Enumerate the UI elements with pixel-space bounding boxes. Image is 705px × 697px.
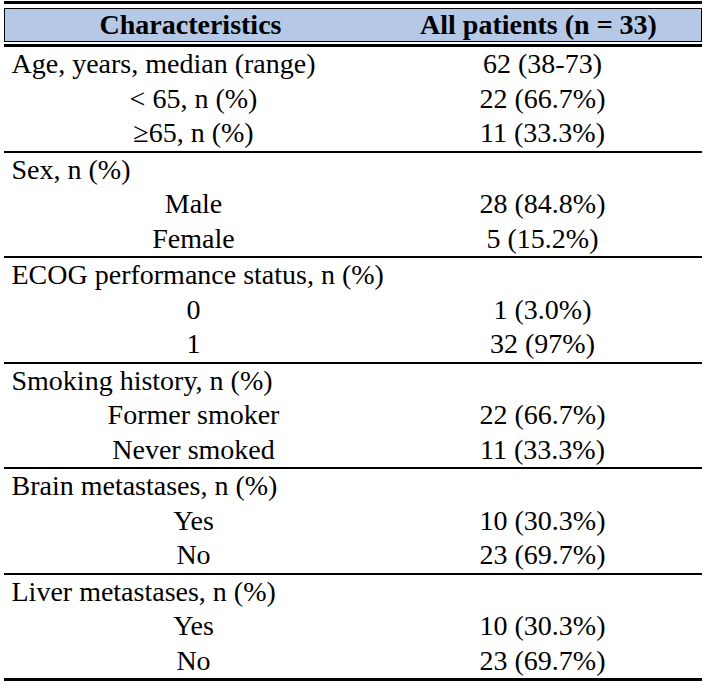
- column-header-characteristics: Characteristics: [5, 9, 377, 41]
- row-label: Former smoker: [4, 398, 384, 433]
- row-value: 28 (84.8%): [384, 187, 702, 222]
- row-label: Never smoked: [4, 433, 384, 469]
- patient-characteristics-table: Characteristics All patients (n = 33) Ag…: [4, 0, 702, 681]
- section-brain-metastases: Brain metastases, n (%)Yes10 (30.3%)No23…: [4, 468, 702, 574]
- table-row: Male28 (84.8%): [4, 187, 702, 222]
- table-row: No23 (69.7%): [4, 644, 702, 680]
- row-label: No: [4, 538, 384, 574]
- table-row: ≥65, n (%)11 (33.3%): [4, 116, 702, 152]
- row-value: 62 (38-73): [384, 47, 702, 82]
- row-value: [384, 468, 702, 504]
- section-header-row: Brain metastases, n (%): [4, 468, 702, 504]
- section-header-row: Liver metastases, n (%): [4, 574, 702, 610]
- row-value: 10 (30.3%): [384, 609, 702, 644]
- row-label: 0: [4, 293, 384, 328]
- row-value: 32 (97%): [384, 327, 702, 363]
- row-label: Sex, n (%): [4, 152, 384, 188]
- section-header-row: Smoking history, n (%): [4, 363, 702, 399]
- row-label: Yes: [4, 609, 384, 644]
- row-label: Smoking history, n (%): [4, 363, 384, 399]
- row-value: [384, 363, 702, 399]
- row-label: Yes: [4, 504, 384, 539]
- row-label: No: [4, 644, 384, 680]
- section-header-row: ECOG performance status, n (%): [4, 257, 702, 293]
- row-value: 5 (15.2%): [384, 222, 702, 258]
- row-label: Brain metastases, n (%): [4, 468, 384, 504]
- table-row: No23 (69.7%): [4, 538, 702, 574]
- table-header-row: Characteristics All patients (n = 33): [4, 8, 702, 42]
- row-value: 10 (30.3%): [384, 504, 702, 539]
- row-label: 1: [4, 327, 384, 363]
- row-value: 1 (3.0%): [384, 293, 702, 328]
- row-value: 22 (66.7%): [384, 82, 702, 117]
- row-label: Liver metastases, n (%): [4, 574, 384, 610]
- table-row: Yes10 (30.3%): [4, 504, 702, 539]
- row-value: [384, 152, 702, 188]
- row-value: 23 (69.7%): [384, 644, 702, 680]
- row-label: Age, years, median (range): [4, 47, 384, 82]
- row-value: 11 (33.3%): [384, 433, 702, 469]
- row-label: Male: [4, 187, 384, 222]
- section-smoking-history: Smoking history, n (%)Former smoker22 (6…: [4, 363, 702, 469]
- table-row: Never smoked11 (33.3%): [4, 433, 702, 469]
- row-label: < 65, n (%): [4, 82, 384, 117]
- row-label: ECOG performance status, n (%): [4, 257, 384, 293]
- table-row: < 65, n (%)22 (66.7%): [4, 82, 702, 117]
- paper-page: Characteristics All patients (n = 33) Ag…: [0, 0, 705, 697]
- section-sex: Sex, n (%)Male28 (84.8%)Female5 (15.2%): [4, 152, 702, 258]
- row-label: Female: [4, 222, 384, 258]
- section-header-row: Age, years, median (range)62 (38-73): [4, 47, 702, 82]
- row-value: 11 (33.3%): [384, 116, 702, 152]
- column-header-all-patients: All patients (n = 33): [377, 9, 701, 41]
- section-age: Age, years, median (range)62 (38-73)< 65…: [4, 47, 702, 152]
- row-value: [384, 574, 702, 610]
- row-value: 22 (66.7%): [384, 398, 702, 433]
- table-row: 132 (97%): [4, 327, 702, 363]
- table-row: Female5 (15.2%): [4, 222, 702, 258]
- row-value: 23 (69.7%): [384, 538, 702, 574]
- row-value: [384, 257, 702, 293]
- table-row: 01 (3.0%): [4, 293, 702, 328]
- table-body: Age, years, median (range)62 (38-73)< 65…: [4, 47, 702, 681]
- table-row: Yes10 (30.3%): [4, 609, 702, 644]
- section-liver-metastases: Liver metastases, n (%)Yes10 (30.3%)No23…: [4, 574, 702, 680]
- section-ecog-performance-status: ECOG performance status, n (%)01 (3.0%)1…: [4, 257, 702, 363]
- section-header-row: Sex, n (%): [4, 152, 702, 188]
- row-label: ≥65, n (%): [4, 116, 384, 152]
- table-row: Former smoker22 (66.7%): [4, 398, 702, 433]
